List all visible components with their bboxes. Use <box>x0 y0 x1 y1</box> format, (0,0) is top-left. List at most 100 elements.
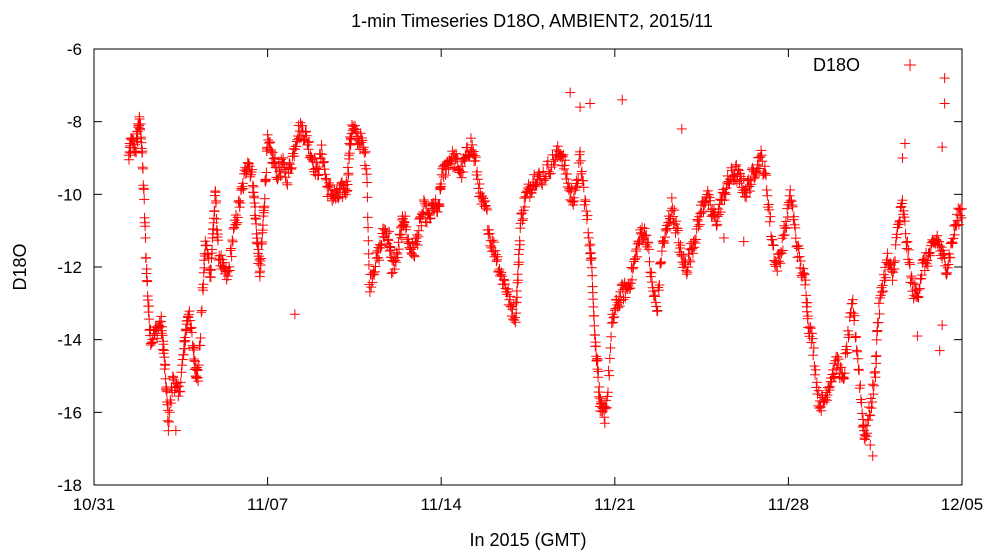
data-point <box>704 189 715 200</box>
data-point <box>652 305 663 316</box>
data-point <box>362 177 373 188</box>
x-axis-label: In 2015 (GMT) <box>469 530 586 550</box>
data-point <box>369 266 380 277</box>
data-point <box>569 196 580 207</box>
data-point <box>312 161 323 172</box>
data-point <box>585 248 595 259</box>
data-point <box>942 267 953 278</box>
data-point <box>376 240 387 251</box>
data-point <box>869 367 880 378</box>
data-point <box>904 259 915 270</box>
data-point <box>324 181 335 192</box>
data-point-outlier <box>937 320 948 331</box>
data-point <box>470 152 481 163</box>
data-point <box>806 337 817 348</box>
data-point <box>511 297 522 308</box>
data-point <box>819 394 830 405</box>
data-point <box>744 181 755 192</box>
data-point <box>402 236 413 247</box>
data-point <box>482 204 493 215</box>
data-point-outlier <box>170 425 181 436</box>
data-point <box>687 243 698 254</box>
data-point <box>705 195 716 206</box>
data-point <box>914 283 925 294</box>
data-point <box>490 249 501 260</box>
data-point <box>138 184 149 195</box>
data-point <box>465 133 476 144</box>
data-point <box>852 353 863 364</box>
data-point <box>188 345 199 356</box>
data-point <box>142 276 153 287</box>
data-points <box>123 73 967 461</box>
data-point <box>537 179 548 190</box>
data-point <box>583 232 594 243</box>
data-point <box>492 254 502 265</box>
data-point <box>576 166 587 177</box>
data-point <box>607 317 618 328</box>
data-point <box>602 391 613 402</box>
data-point <box>407 249 418 260</box>
data-point <box>340 184 351 195</box>
data-point <box>779 220 790 231</box>
data-point <box>315 148 326 159</box>
data-point <box>614 301 625 312</box>
data-point <box>561 174 572 185</box>
data-point <box>592 353 603 364</box>
data-point <box>900 228 911 239</box>
data-point <box>842 347 853 358</box>
data-point-outlier <box>585 98 595 109</box>
data-point <box>601 402 612 413</box>
data-point <box>609 311 620 322</box>
data-point <box>264 137 275 148</box>
data-point <box>912 291 923 302</box>
data-point <box>761 184 772 195</box>
data-point <box>268 157 279 168</box>
data-point <box>181 325 192 336</box>
data-point <box>467 139 478 150</box>
data-point <box>852 346 863 357</box>
x-tick-label: 11/14 <box>421 495 462 514</box>
data-point <box>585 239 596 250</box>
data-point <box>211 213 222 224</box>
data-point <box>227 236 238 247</box>
data-point <box>281 177 292 188</box>
data-point <box>226 251 237 262</box>
data-point <box>514 239 525 250</box>
data-point <box>886 266 897 277</box>
data-point <box>589 320 600 331</box>
data-point <box>162 415 173 426</box>
data-point <box>511 308 522 319</box>
data-point <box>757 156 768 167</box>
data-point <box>731 159 742 170</box>
data-point <box>576 168 587 179</box>
data-point <box>749 171 760 182</box>
data-point <box>811 377 822 388</box>
data-point <box>848 308 859 319</box>
data-point <box>682 267 693 278</box>
data-point <box>358 142 369 153</box>
data-point <box>267 147 278 158</box>
data-point <box>890 255 901 266</box>
data-point <box>273 172 284 183</box>
data-point <box>583 227 594 238</box>
data-point <box>443 164 454 175</box>
data-point <box>199 262 210 273</box>
data-point <box>615 286 626 297</box>
data-point <box>857 408 868 419</box>
data-point <box>195 332 206 343</box>
data-point <box>769 255 780 266</box>
data-point <box>875 292 886 303</box>
data-point <box>603 365 614 376</box>
data-point <box>791 241 802 252</box>
data-point <box>669 205 680 216</box>
data-point <box>691 234 702 245</box>
data-point <box>131 147 142 158</box>
data-point <box>798 263 809 274</box>
data-point <box>363 222 374 233</box>
data-point <box>185 315 196 326</box>
data-point <box>283 168 294 179</box>
data-point-outlier <box>718 232 729 243</box>
data-point <box>810 364 821 375</box>
data-point <box>813 400 824 411</box>
data-point <box>269 158 280 169</box>
